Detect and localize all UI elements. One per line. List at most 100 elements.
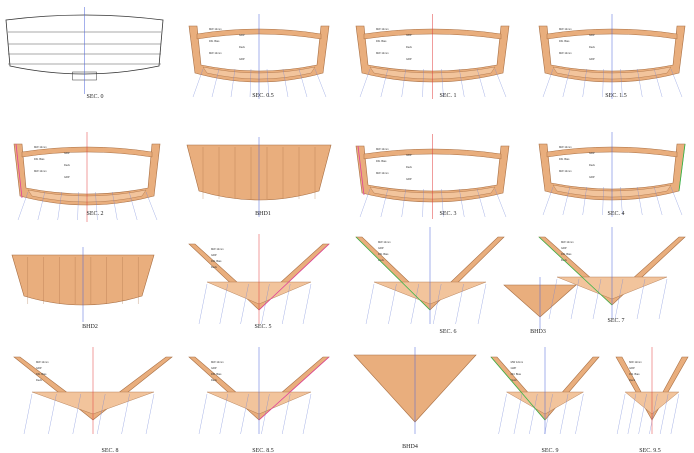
leader-line — [441, 68, 444, 98]
leader-line — [659, 393, 669, 435]
section-label: SEC. 6 — [439, 329, 456, 335]
leader-line — [476, 188, 486, 218]
leader-line — [401, 68, 406, 98]
leader-line — [455, 283, 464, 325]
frame-ring — [538, 143, 686, 201]
section-label: SEC. 4 — [607, 211, 624, 217]
annotation: MW 12mm — [209, 51, 222, 55]
leader-line — [302, 283, 312, 325]
annotation: MW 12mm — [34, 145, 47, 149]
annotation: MW 12mm — [559, 51, 572, 55]
leader-line — [298, 68, 308, 98]
leader-line — [636, 278, 646, 320]
hull-skin-line — [678, 143, 686, 192]
section-label: SEC. 8.5 — [252, 448, 274, 453]
panel-sec3: MW 12mm GRP Dbl. Bias Deck MW 12mm GRP SEC. 3 — [355, 134, 510, 219]
leader-line — [542, 68, 554, 98]
annotation: MW 12mm — [376, 27, 389, 31]
leader-line — [433, 283, 442, 325]
leader-line — [670, 186, 683, 216]
annotation: GRP — [589, 151, 595, 155]
leader-line — [365, 283, 375, 325]
panel-sec95: MW 12mm GRP Dbl. Bias Deck SEC. 9.5 — [615, 347, 689, 453]
annotation: Deck — [589, 45, 596, 49]
leader-line — [602, 186, 604, 216]
leader-line — [582, 186, 587, 216]
annotation: GRP — [511, 366, 517, 370]
annotation: Dbl. Bias — [376, 159, 387, 163]
annotation: GRP — [629, 366, 635, 370]
leader-line — [529, 393, 538, 435]
leader-line — [112, 191, 118, 221]
leader-line — [72, 393, 81, 435]
hull-skin-line — [357, 145, 365, 196]
annotation: GRP — [211, 253, 217, 257]
leader-line — [602, 68, 604, 98]
annotation: GRP — [589, 175, 595, 179]
leader-line — [441, 188, 444, 218]
section-label: SEC. 7 — [607, 318, 624, 324]
section-label: SEC. 1 — [439, 93, 456, 99]
panel-bhd2: BHD2 — [11, 247, 155, 330]
leader-line — [230, 68, 236, 98]
floor-timber — [369, 186, 496, 200]
panel-sec05: MW 12mm GRP Dbl. Bias Deck MW 12mm GRP SEC. 0.… — [188, 14, 330, 99]
annotation: Deck — [406, 45, 413, 49]
annotation: Dbl. Bias — [561, 252, 572, 256]
leader-line — [95, 191, 98, 221]
panel-sec7: MW 12mm GRP Dbl. Bias Deck SEC. 7 — [538, 227, 686, 324]
leader-line — [670, 68, 683, 98]
annotation: GRP — [406, 177, 412, 181]
annotation: Deck — [211, 378, 218, 382]
leader-line — [459, 68, 465, 98]
panel-sec6: MW 12mm GRP Dbl. Bias Deck SEC. 6 — [355, 227, 505, 335]
leader-line — [401, 188, 406, 218]
leader-line — [17, 191, 29, 221]
annotation: GRP — [406, 57, 412, 61]
section-label: SEC. 9.5 — [639, 448, 661, 453]
frame-ring — [538, 25, 686, 83]
leader-line — [282, 393, 291, 435]
annotation: GRP — [64, 151, 70, 155]
leader-line — [128, 191, 138, 221]
floor-timber — [202, 66, 316, 80]
leader-line — [380, 68, 389, 98]
section-label: BHD2 — [82, 324, 98, 330]
leader-line — [211, 68, 220, 98]
leader-line — [198, 283, 208, 325]
annotation: MW 12mm — [378, 240, 391, 244]
annotation: MW 12mm — [561, 240, 574, 244]
leader-line — [562, 68, 571, 98]
leader-line — [513, 393, 523, 435]
frame-ring — [355, 25, 510, 83]
panel-sec15: MW 12mm GRP Dbl. Bias Deck MW 12mm GRP SEC. 1.… — [538, 14, 686, 99]
leader-line — [282, 68, 289, 98]
annotation: GRP — [211, 366, 217, 370]
panel-sec8: MW 12mm GRP Dbl. Bias Deck SEC. 8 — [13, 347, 173, 453]
section-label: SEC. 2 — [86, 211, 103, 217]
annotation: MW 12mm — [559, 145, 572, 149]
annotation: MW 12mm — [209, 27, 222, 31]
leader-line — [670, 393, 680, 435]
annotation: MW 12mm — [511, 360, 524, 364]
hull-skin-line — [258, 356, 330, 421]
leader-line — [219, 393, 228, 435]
leader-line — [380, 188, 389, 218]
annotation: Deck — [629, 378, 636, 382]
floor-timber — [552, 66, 672, 80]
leader-line — [620, 186, 623, 216]
annotation: Dbl. Bias — [376, 39, 387, 43]
leader-line — [422, 188, 424, 218]
leader-line — [637, 186, 643, 216]
hull-skin-line — [490, 356, 546, 421]
hull-skin-line — [258, 243, 330, 311]
annotation: GRP — [589, 33, 595, 37]
hull-skin-line — [538, 236, 613, 306]
leader-line — [627, 393, 637, 435]
annotation: MW 12mm — [376, 51, 389, 55]
leader-line — [145, 191, 158, 221]
leader-line — [638, 393, 647, 435]
annotation: Deck — [211, 265, 218, 269]
leader-line — [575, 393, 584, 435]
section-label: SEC. 3 — [439, 211, 456, 217]
